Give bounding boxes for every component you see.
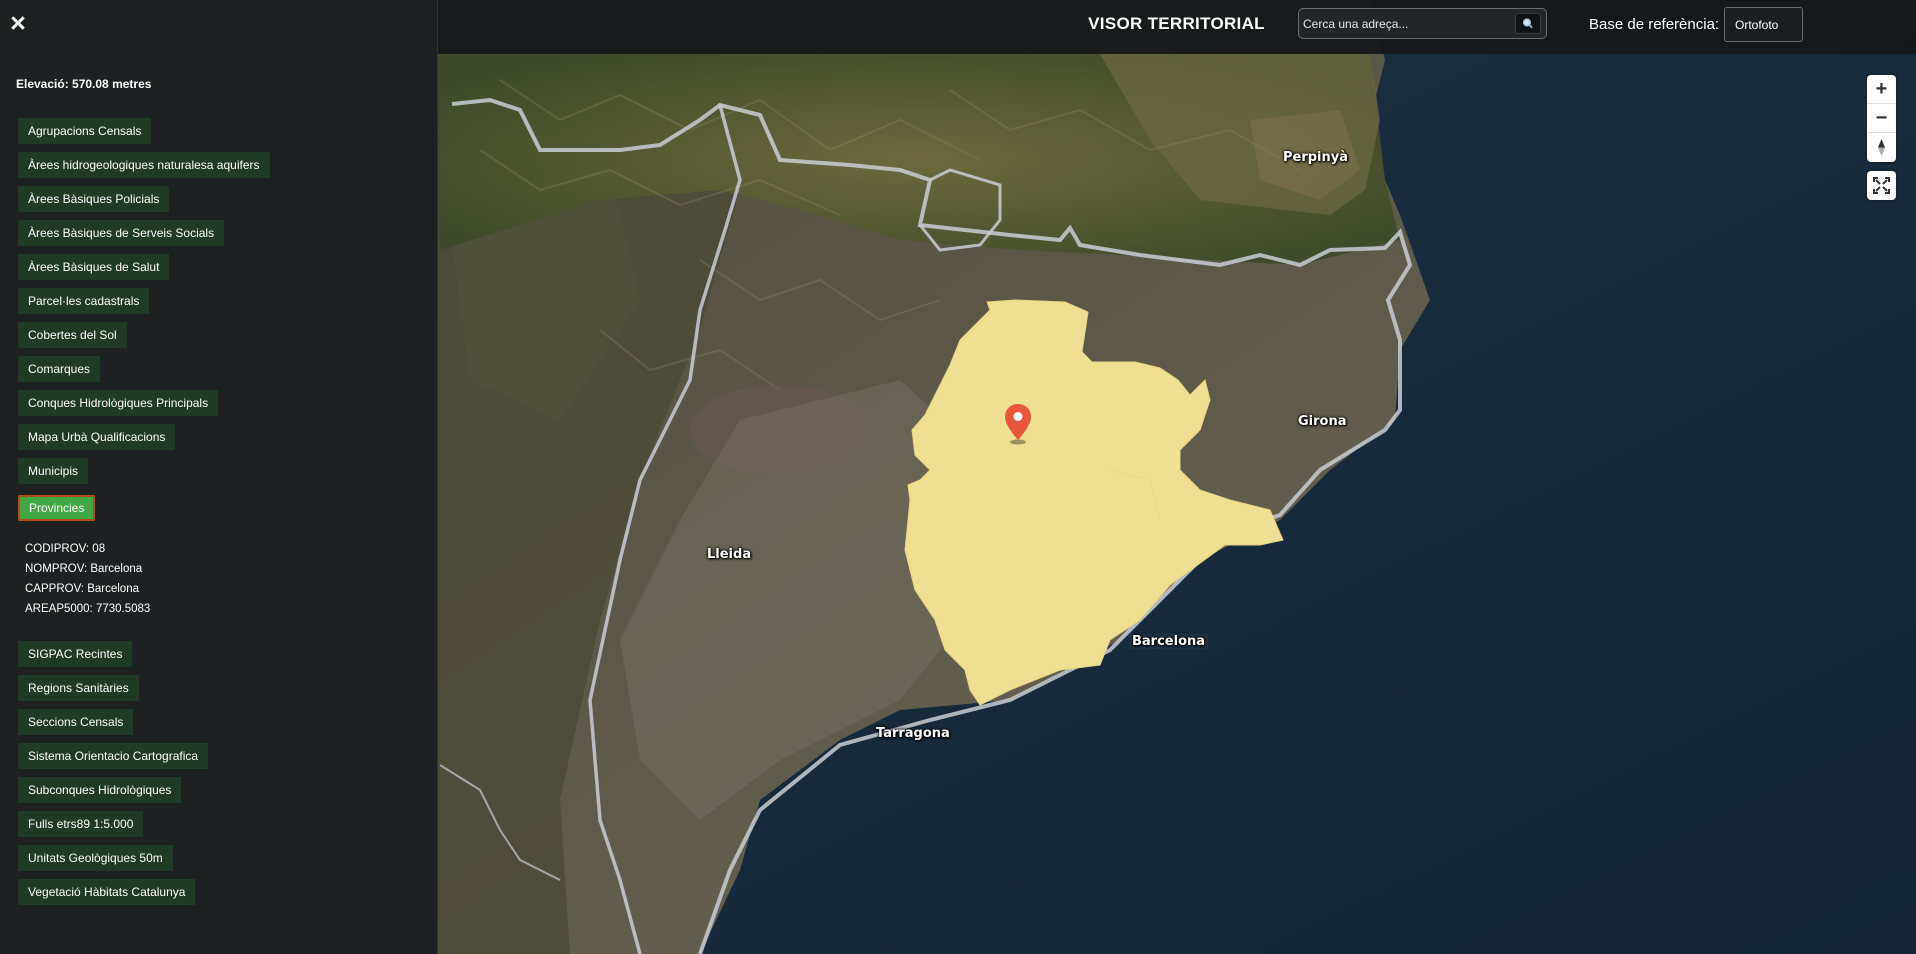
location-marker-icon[interactable] [1003,403,1033,445]
city-label-girona: Girona [1298,414,1347,429]
city-label-barcelona: Barcelona [1129,634,1209,649]
layer-button[interactable]: SIGPAC Recintes [18,641,133,667]
feature-info-line: NOMPROV: Barcelona [25,563,143,575]
base-reference-label: Base de referència: [1589,16,1720,33]
layer-button[interactable]: Sistema Orientacio Cartografica [18,743,209,769]
layer-button[interactable]: Cobertes del Sol [18,322,127,348]
search-button[interactable] [1515,13,1541,34]
layer-button[interactable]: Mapa Urbà Qualificacions [18,424,176,450]
layer-button[interactable]: Regions Sanitàries [18,675,139,701]
layer-button[interactable]: Fulls etrs89 1:5.000 [18,811,144,837]
layer-button[interactable]: Parcel·les cadastrals [18,288,150,314]
city-label-tarragona: Tarragona [876,726,950,741]
feature-info-line: CODIPROV: 08 [25,543,106,555]
layer-button[interactable]: Àrees hidrogeologiques naturalesa aquife… [18,152,270,178]
close-icon[interactable]: × [10,8,26,38]
top-bar: VISOR TERRITORIAL Base de referència: Or… [437,0,1916,54]
layer-button[interactable]: Àrees Bàsiques de Serveis Socials [18,220,225,246]
feature-info: CODIPROV: 08 NOMPROV: Barcelona CAPPROV:… [25,539,150,619]
zoom-out-icon[interactable]: − [1867,104,1896,133]
layer-button-active[interactable]: Provincies [18,495,96,521]
layer-button[interactable]: Vegetació Hàbitats Catalunya [18,879,196,905]
layer-button[interactable]: Seccions Censals [18,709,134,735]
layer-button[interactable]: Àrees Bàsiques de Salut [18,254,170,280]
search-icon [1522,18,1533,29]
layer-button[interactable]: Municipis [18,458,89,484]
zoom-in-icon[interactable]: + [1867,75,1896,104]
fullscreen-icon[interactable] [1867,171,1896,200]
layer-button[interactable]: Conques Hidrològiques Principals [18,390,219,416]
layer-button[interactable]: Unitats Geològiques 50m [18,845,173,871]
feature-info-line: CAPPROV: Barcelona [25,583,139,595]
fullscreen-control [1867,171,1896,200]
layer-button[interactable]: Subconques Hidrològiques [18,777,182,803]
compass-icon[interactable] [1867,133,1896,162]
search-box [1298,8,1547,39]
layer-button[interactable]: Àrees Bàsiques Policials [18,186,170,212]
map-navigation-controls: + − [1867,75,1896,162]
feature-info-line: AREAP5000: 7730.5083 [25,603,151,615]
city-label-lleida: Lleida [707,547,752,562]
city-label-perpignan: Perpinyà [1283,150,1349,165]
elevation-readout: Elevació: 570.08 metres [16,77,152,91]
base-reference-select[interactable]: Ortofoto [1724,7,1803,42]
search-input[interactable] [1303,11,1509,36]
layer-button[interactable]: Comarques [18,356,101,382]
layer-button[interactable]: Agrupacions Censals [18,118,152,144]
layers-panel: × Elevació: 570.08 metres Agrupacions Ce… [0,0,438,954]
